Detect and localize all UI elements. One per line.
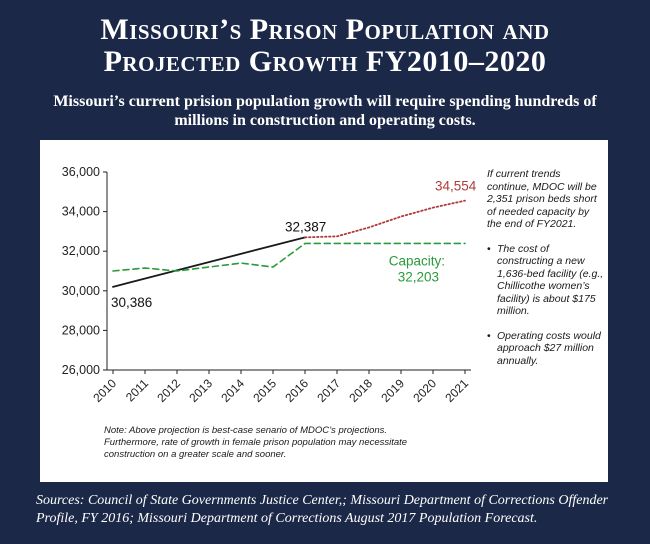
x-tick-label: 2012 bbox=[154, 376, 183, 405]
y-tick-label: 30,000 bbox=[62, 284, 100, 298]
capacity-label: Capacity: bbox=[389, 253, 445, 268]
x-tick-label: 2021 bbox=[442, 376, 471, 405]
data-label-end: 34,554 bbox=[435, 179, 477, 194]
x-tick-label: 2011 bbox=[123, 376, 151, 404]
data-label-start: 30,386 bbox=[111, 295, 152, 310]
x-tick-label: 2019 bbox=[378, 376, 407, 405]
y-tick-label: 34,000 bbox=[62, 205, 100, 219]
x-tick-label: 2013 bbox=[186, 376, 215, 405]
title-line-1: Missouri’s Prison Population and bbox=[100, 13, 550, 46]
x-tick-label: 2015 bbox=[250, 376, 279, 405]
y-tick-label: 36,000 bbox=[62, 165, 100, 179]
line-chart: 26,000 28,000 30,000 32,000 34,000 36,000 2010… bbox=[62, 165, 477, 405]
footnote: Note: Above projection is best-case sena… bbox=[104, 425, 408, 460]
y-tick-label: 32,000 bbox=[62, 244, 100, 258]
y-tick-label: 26,000 bbox=[62, 363, 100, 377]
x-tick-label: 2018 bbox=[346, 376, 375, 405]
x-tick-label: 2017 bbox=[314, 376, 343, 405]
series-line-capacity bbox=[112, 242, 466, 272]
title-line-2: Projected Growth FY2010–2020 bbox=[103, 45, 547, 78]
x-tick-label: 2014 bbox=[218, 376, 247, 405]
capacity-value: 32,203 bbox=[398, 269, 439, 284]
side-note-bullet-2: Operating costs would approach $27 milli… bbox=[487, 330, 605, 368]
x-tick-label: 2020 bbox=[410, 376, 439, 405]
sources: Sources: Council of State Governments Ju… bbox=[36, 493, 609, 526]
x-tick-label: 2010 bbox=[90, 376, 119, 405]
series-line-actual-population bbox=[112, 236, 306, 288]
side-notes: If current trends continue, MDOC will be… bbox=[487, 168, 605, 379]
side-note-intro: If current trends continue, MDOC will be… bbox=[487, 168, 597, 230]
y-tick-label: 28,000 bbox=[62, 323, 100, 337]
series-line-projected-population bbox=[304, 199, 466, 239]
side-note-bullet-1: The cost of constructing a new 1,636-bed… bbox=[487, 243, 605, 318]
x-tick-label: 2016 bbox=[282, 376, 311, 405]
chart-title: Missouri’s Prison Population and Project… bbox=[0, 14, 650, 78]
subtitle: Missouri’s current prision population gr… bbox=[53, 93, 597, 129]
chart-panel: 26,000 28,000 30,000 32,000 34,000 36,000 2010… bbox=[40, 140, 608, 482]
data-label-mid: 32,387 bbox=[285, 219, 326, 234]
